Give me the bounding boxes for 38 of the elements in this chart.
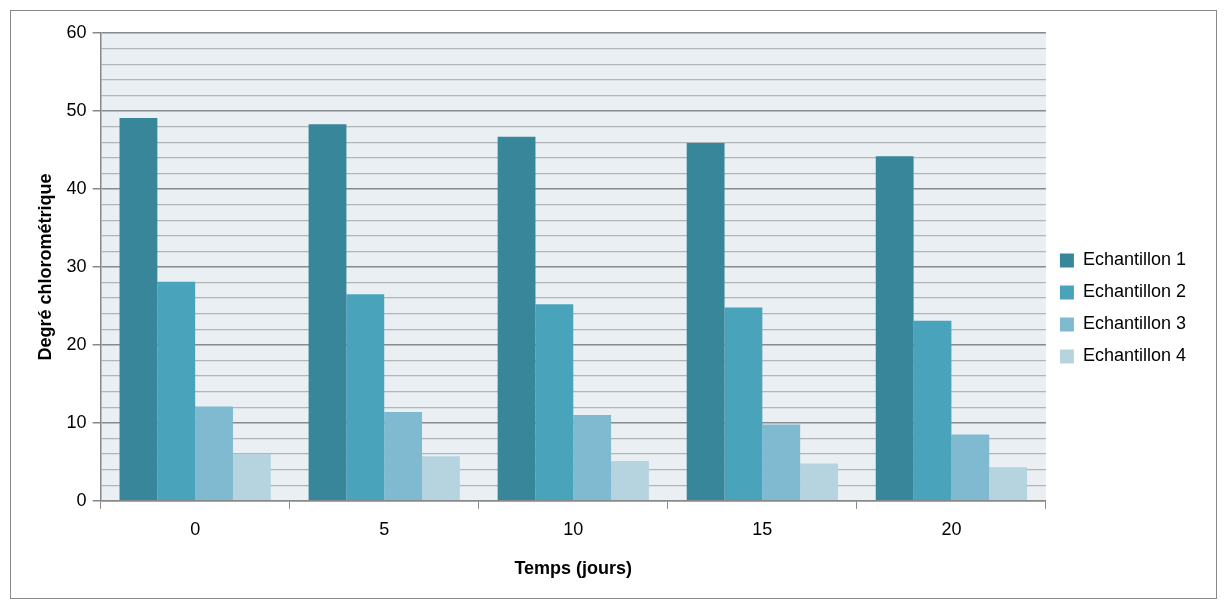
y-tick-label: 10: [66, 411, 87, 432]
x-tick-label: 20: [941, 518, 962, 539]
bar: [611, 461, 649, 501]
bar: [308, 124, 347, 501]
x-tick-label: 10: [563, 518, 584, 539]
bar: [686, 142, 725, 501]
y-tick-label: 20: [66, 333, 87, 354]
y-tick-label: 40: [66, 177, 87, 198]
legend-label: Echantillon 1: [1082, 249, 1187, 270]
legend-label: Echantillon 4: [1082, 345, 1187, 366]
x-tick-label: 5: [379, 518, 390, 539]
legend-label: Echantillon 3: [1082, 313, 1187, 334]
y-tick-label: 30: [66, 255, 87, 276]
bar: [346, 294, 385, 501]
y-axis-title: Degré chlorométrique: [34, 173, 55, 361]
y-tick-label: 0: [76, 489, 87, 510]
bar: [157, 281, 196, 501]
bar: [497, 136, 536, 501]
legend-label: Echantillon 2: [1082, 281, 1187, 302]
bar: [951, 434, 990, 501]
y-tick-label: 50: [66, 99, 87, 120]
bar: [195, 406, 233, 501]
x-tick-label: 0: [190, 518, 201, 539]
bar: [573, 415, 612, 501]
bar: [232, 454, 271, 501]
y-tick-label: 60: [66, 21, 87, 42]
bar: [875, 156, 914, 501]
bar: [384, 411, 423, 501]
bar: [762, 424, 801, 501]
bar: [800, 463, 838, 501]
x-tick-label: 15: [752, 518, 773, 539]
bar: [989, 467, 1028, 501]
bar: [913, 320, 952, 501]
bar: [422, 456, 460, 501]
bar: [724, 307, 763, 501]
x-axis-title: Temps (jours): [514, 558, 633, 579]
bar: [535, 304, 574, 501]
bar: [119, 117, 158, 501]
